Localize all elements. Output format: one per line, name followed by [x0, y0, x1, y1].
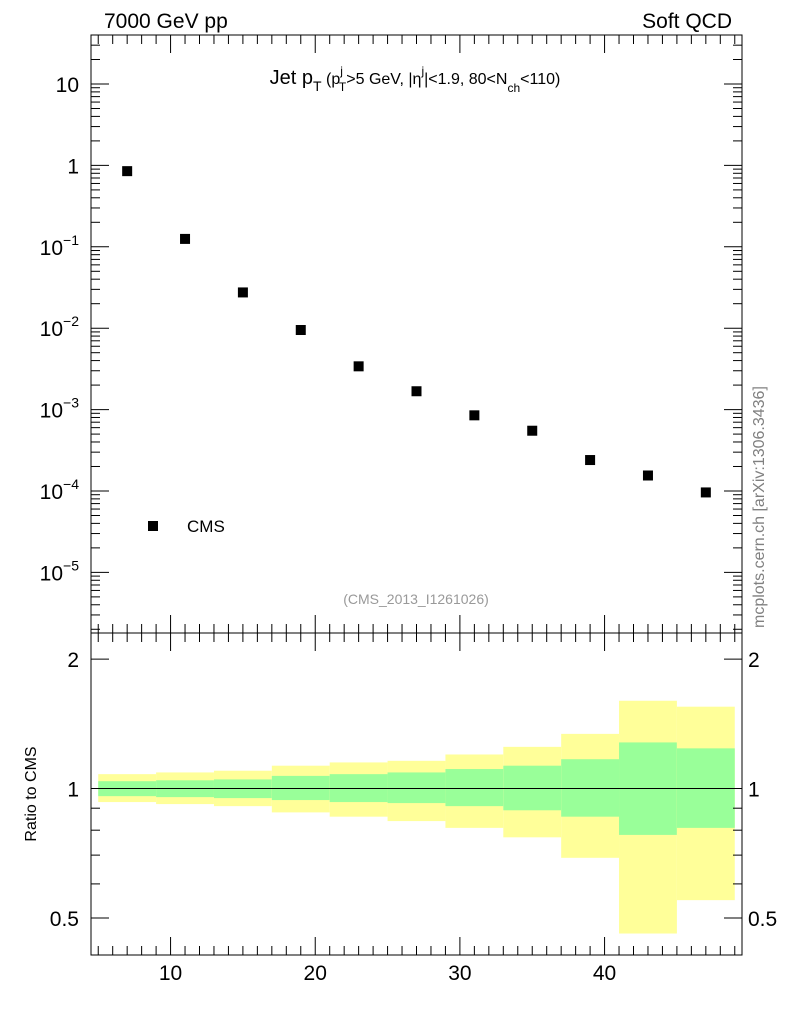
main-y-tick-label: 10−1 — [40, 232, 80, 260]
analysis-id: (CMS_2013_I1261026) — [343, 591, 489, 607]
data-point — [122, 166, 133, 177]
header-left: 7000 GeV pp — [104, 10, 228, 33]
tick-base: 10 — [56, 74, 79, 97]
ratio-y-tick-label-left: 0.5 — [50, 908, 79, 931]
main-y-tick-label: 10−5 — [40, 557, 80, 585]
ratio-inner-band — [561, 759, 620, 817]
title-main-sub: T — [313, 78, 322, 94]
ratio-y-tick-labels: 2 2 1 1 0.5 0.5 — [50, 649, 777, 931]
ratio-panel: 2 2 1 1 0.5 0.5 10 20 30 40 Ratio to CMS — [23, 632, 777, 985]
data-point — [353, 361, 364, 372]
data-point — [527, 425, 538, 436]
main-y-tick-label: 10 — [56, 74, 79, 97]
tick-exponent: −5 — [63, 557, 79, 573]
ratio-y-axis-label: Ratio to CMS — [23, 746, 40, 841]
data-point — [237, 287, 248, 298]
title-eta-sup: j — [420, 64, 424, 78]
x-tick-label: 40 — [593, 962, 616, 985]
main-y-tick-label: 10−4 — [40, 476, 80, 504]
tick-exponent: −4 — [63, 476, 79, 492]
title-main: Jet p — [270, 67, 313, 89]
chart-title: Jet pT (pj T>5 GeV, |ηj|<1.9, 80<Nch<110) — [270, 64, 561, 95]
title-end: <110) — [520, 71, 560, 88]
data-point — [411, 386, 422, 397]
ratio-y-tick-label-right: 2 — [748, 649, 760, 672]
title-pt-sup: j — [339, 64, 343, 78]
title-n-sub: ch — [507, 81, 520, 95]
main-y-tick-label: 10−2 — [40, 313, 80, 341]
ratio-y-tick-label-left: 2 — [67, 649, 79, 672]
tick-base: 10 — [40, 481, 63, 504]
data-point — [642, 470, 653, 481]
tick-base: 10 — [40, 400, 63, 423]
legend-marker — [148, 521, 158, 531]
ratio-inner-band — [503, 765, 562, 811]
data-points — [122, 166, 711, 498]
main-ticks — [91, 34, 742, 633]
ratio-inner-band — [445, 769, 504, 807]
main-y-tick-label: 10−3 — [40, 395, 80, 423]
tick-base: 10 — [40, 318, 63, 341]
tick-base: 10 — [40, 237, 63, 260]
tick-exponent: −1 — [63, 232, 79, 248]
title-pt-sub: T — [339, 80, 347, 94]
ratio-ticks — [91, 633, 742, 955]
data-point — [180, 233, 191, 244]
ratio-inner-band — [271, 775, 330, 801]
ratio-y-tick-label-right: 1 — [748, 779, 760, 802]
header-right: Soft QCD — [642, 10, 732, 33]
tick-base: 10 — [40, 562, 63, 585]
tick-base: 1 — [67, 155, 79, 178]
x-tick-labels: 10 20 30 40 — [159, 962, 616, 985]
main-y-tick-label: 1 — [67, 155, 79, 178]
data-point — [700, 487, 711, 498]
data-point — [585, 455, 596, 466]
side-label: mcplots.cern.ch [arXiv:1306.3436] — [751, 386, 768, 628]
tick-exponent: −2 — [63, 313, 79, 329]
ratio-inner-band — [387, 772, 446, 804]
title-tail: |<1.9, 80<N — [424, 71, 507, 88]
ratio-y-tick-label-right: 0.5 — [748, 908, 777, 931]
title-open: (p — [322, 71, 341, 88]
ratio-y-tick-label-left: 1 — [67, 779, 79, 802]
tick-exponent: −3 — [63, 395, 79, 411]
x-tick-label: 30 — [448, 962, 471, 985]
x-tick-label: 10 — [159, 962, 182, 985]
title-mid: >5 GeV, |η — [346, 71, 421, 88]
legend-label: CMS — [187, 517, 225, 536]
data-point — [295, 325, 306, 336]
data-point — [469, 410, 480, 421]
x-tick-label: 20 — [304, 962, 327, 985]
